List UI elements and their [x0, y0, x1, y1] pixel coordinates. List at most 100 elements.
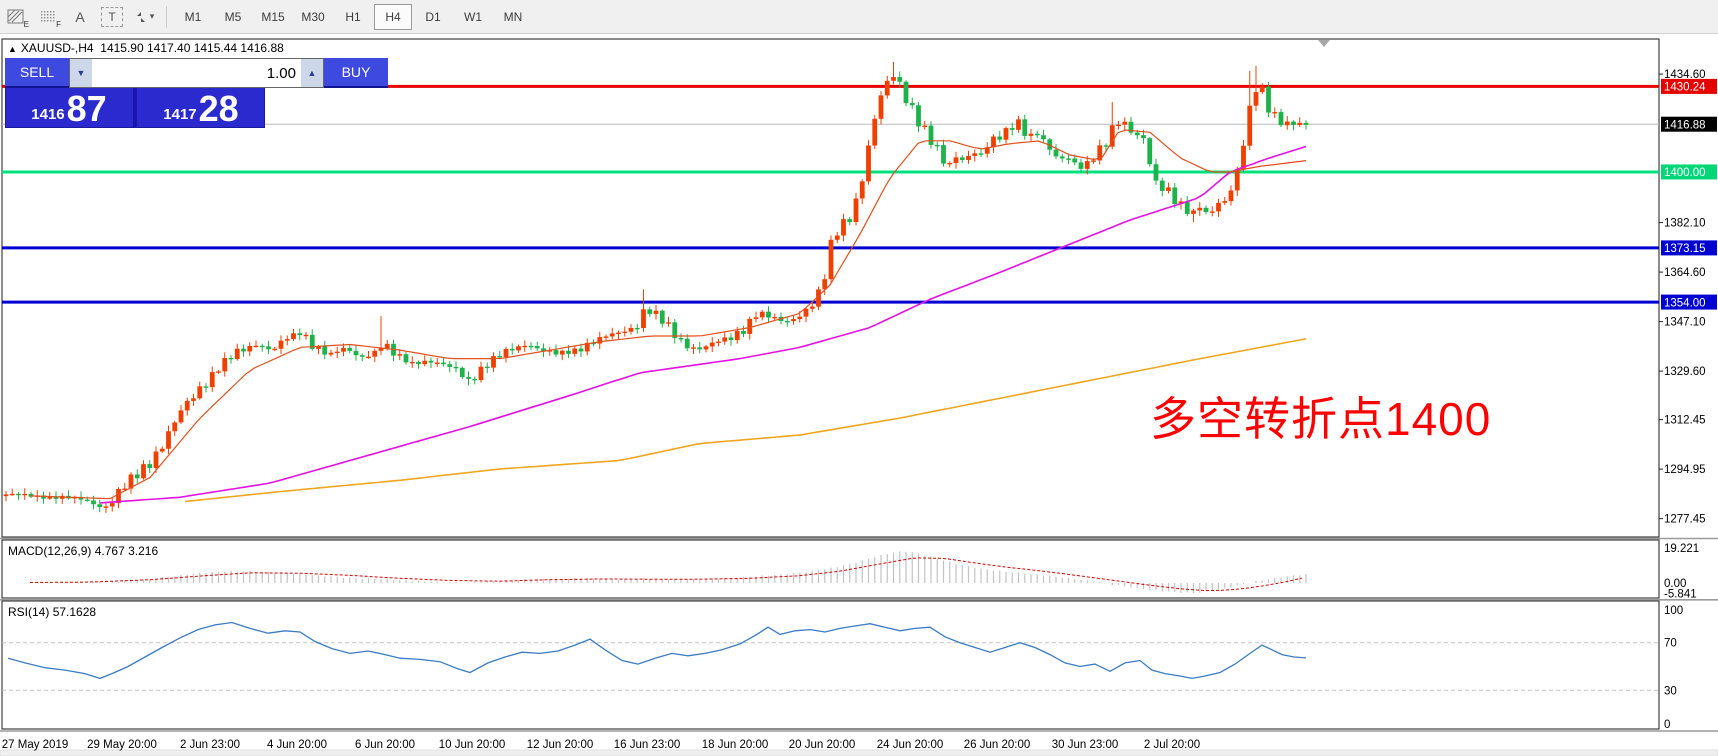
candle-body [941, 145, 946, 164]
candle-body [1191, 210, 1196, 214]
candle-body [1084, 161, 1090, 169]
macd-axis-label: 19.221 [1664, 543, 1699, 555]
candle-body [434, 362, 440, 364]
time-axis[interactable] [0, 730, 1718, 752]
hline-badge-1373.15-bg [1661, 240, 1717, 256]
templates-icon[interactable]: F [33, 4, 63, 30]
macd-values: 4.767 3.216 [94, 544, 159, 558]
time-label: 27 May 2019 [2, 739, 69, 751]
candle-body [897, 77, 903, 82]
candle-body [1047, 139, 1053, 150]
candle-body [841, 219, 846, 236]
candle-body [216, 371, 221, 373]
candle-body [153, 451, 159, 468]
time-label: 24 Jun 20:00 [877, 739, 944, 751]
candle-body [3, 494, 9, 497]
time-label: 18 Jun 20:00 [702, 739, 769, 751]
candle-body [1078, 162, 1084, 169]
rsi-axis-label: 70 [1664, 638, 1677, 650]
candle-body [91, 500, 96, 505]
candle-body [1122, 121, 1128, 125]
candle-body [903, 81, 909, 104]
candle-body [672, 322, 678, 339]
rsi-axis-label: 0 [1664, 719, 1670, 731]
rsi-indicator-label: RSI(14) 57.1628 [8, 605, 96, 619]
chart-shift-marker-icon[interactable] [1318, 40, 1330, 47]
candle-body [891, 77, 896, 81]
candle-body [259, 345, 265, 348]
candle-body [1284, 121, 1290, 126]
sell-button[interactable]: SELL [5, 58, 69, 88]
candle-body [1247, 105, 1253, 146]
buy-price-small: 1417 [163, 106, 197, 123]
candle-body [1272, 112, 1278, 114]
arrows-icon[interactable]: ▾ [129, 4, 159, 30]
candle-body [984, 147, 990, 154]
candle-body [1009, 128, 1015, 130]
candle-body [278, 340, 284, 349]
hline-badge-1354.00: 1354.00 [1664, 297, 1706, 309]
candle-body [322, 346, 328, 355]
time-label: 29 May 20:00 [87, 739, 157, 751]
rsi-panel-border [1, 600, 1660, 730]
candle-body [472, 378, 478, 381]
volume-down-icon[interactable]: ▼ [70, 59, 92, 87]
timeframe-mn[interactable]: MN [503, 9, 523, 24]
volume-up-icon[interactable]: ▲ [301, 59, 323, 87]
indicators-icon[interactable]: E [1, 4, 31, 30]
timeframe-w1[interactable]: W1 [464, 9, 482, 24]
candle-body [203, 386, 209, 388]
text-label-icon[interactable]: A [75, 8, 85, 25]
candle-body [1128, 121, 1134, 133]
timeframe-m30[interactable]: M30 [301, 9, 325, 24]
candle-body [622, 331, 628, 334]
candle-body [759, 311, 765, 318]
candle-body [722, 337, 728, 342]
candle-body [109, 503, 115, 507]
macd-name: MACD(12,26,9) [8, 544, 92, 558]
symbol-collapse-icon[interactable]: ▲ [8, 44, 17, 54]
time-label: 6 Jun 20:00 [355, 739, 415, 751]
candle-body [1091, 160, 1096, 162]
candle-body [441, 362, 446, 365]
price-axis[interactable] [1659, 39, 1718, 537]
macd-panel-border [1, 539, 1660, 599]
candle-body [397, 354, 403, 356]
timeframe-h1[interactable]: H1 [345, 9, 361, 24]
time-label: 30 Jun 23:00 [1052, 739, 1119, 751]
candle-body [422, 360, 428, 365]
price-tick-label: 1294.95 [1664, 464, 1706, 476]
candle-body [822, 279, 828, 290]
candle-body [122, 488, 128, 490]
macd-axis-label: -5.841 [1664, 589, 1697, 601]
candle-body [872, 118, 878, 146]
timeframe-m1[interactable]: M1 [184, 9, 202, 24]
macd-signal-line [29, 557, 1303, 592]
timeframe-m5[interactable]: M5 [224, 9, 242, 24]
volume-input[interactable] [92, 59, 301, 87]
candle-body [347, 347, 353, 351]
candle-body [647, 309, 653, 314]
timeframe-m15[interactable]: M15 [261, 9, 285, 24]
text-box-icon[interactable]: T [101, 6, 123, 27]
candle-body [41, 495, 46, 499]
candle-body [978, 153, 984, 155]
candle-body [453, 366, 459, 369]
hline-badge-1400.00: 1400.00 [1664, 167, 1706, 179]
candle-body [16, 493, 21, 496]
candle-body [1178, 201, 1184, 204]
candle-body [953, 157, 959, 163]
candle-body [572, 348, 578, 354]
candle-body [1184, 201, 1190, 214]
candle-body [847, 219, 853, 222]
timeframe-h4[interactable]: H4 [374, 3, 412, 30]
time-label: 12 Jun 20:00 [527, 739, 594, 751]
buy-button[interactable]: BUY [324, 58, 388, 88]
candle-body [678, 338, 684, 340]
candle-body [309, 334, 315, 349]
timeframe-d1[interactable]: D1 [425, 9, 441, 24]
buy-price[interactable]: 1417 28 [137, 88, 265, 128]
sell-price[interactable]: 1416 87 [5, 88, 133, 128]
candle-body [1034, 133, 1040, 136]
